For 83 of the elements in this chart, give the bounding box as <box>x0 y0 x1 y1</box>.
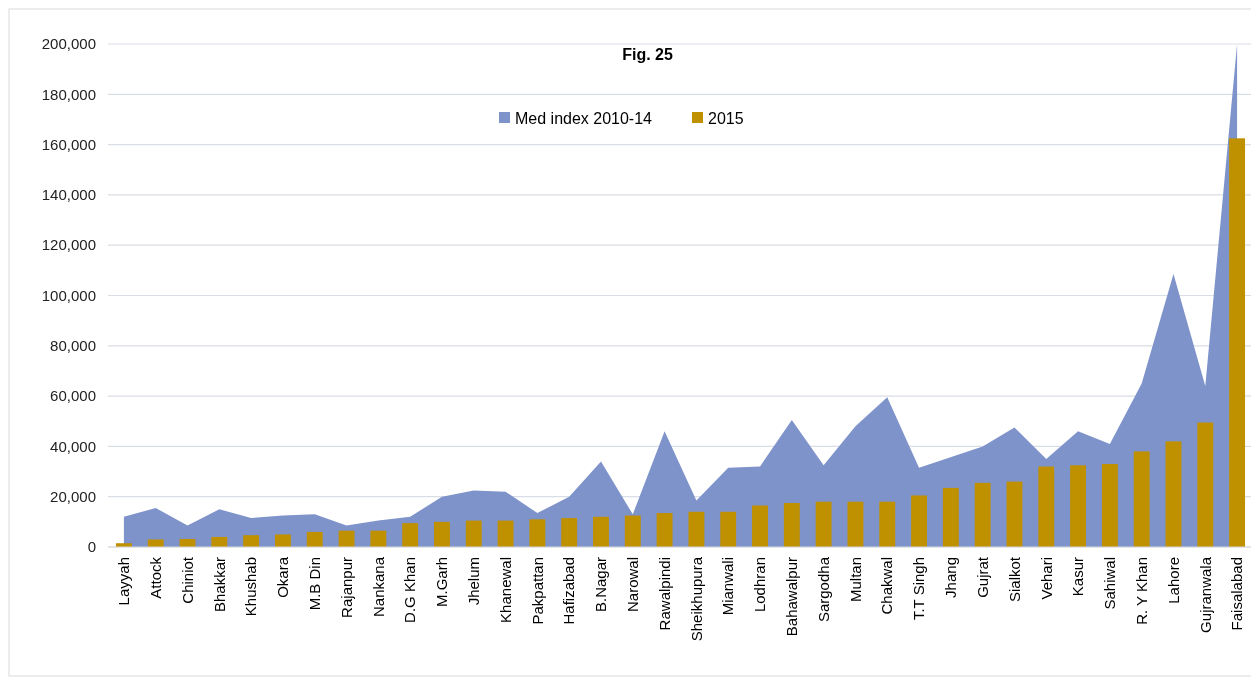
x-tick-label: Layyah <box>115 557 133 606</box>
bar <box>1165 441 1182 547</box>
legend-label: 2015 <box>708 109 744 127</box>
x-tick-label: R. Y Khan <box>1132 557 1150 625</box>
y-tick-label: 160,000 <box>41 135 96 153</box>
bar <box>434 521 450 547</box>
x-tick-label: Lahore <box>1164 557 1182 604</box>
bar <box>1101 464 1118 547</box>
bar <box>593 516 609 547</box>
bar <box>942 487 959 547</box>
x-tick-label: Lodhran <box>751 557 769 613</box>
y-tick-label: 20,000 <box>50 487 96 505</box>
x-tick-label: Sahiwal <box>1101 557 1119 610</box>
x-tick-label: Hafizabad <box>560 557 578 625</box>
y-tick-label: 180,000 <box>41 85 96 103</box>
bar <box>974 482 991 547</box>
bar <box>306 531 323 547</box>
x-tick-label: Chiniot <box>178 556 196 604</box>
x-tick-label: Gujranwala <box>1196 556 1214 633</box>
x-tick-label: Pakpattan <box>528 557 546 625</box>
legend-label: Med index 2010-14 <box>515 109 653 127</box>
bar <box>879 501 896 547</box>
bar <box>688 511 705 547</box>
x-tick-label: Sargodha <box>814 556 832 623</box>
bar <box>783 502 800 547</box>
x-tick-label: Chakwal <box>878 557 896 615</box>
bar <box>911 495 927 547</box>
x-tick-label: Sialkot <box>1005 556 1023 603</box>
y-tick-label: 0 <box>87 538 96 556</box>
x-tick-label: Bahawalpur <box>783 557 801 637</box>
bar <box>1006 481 1023 547</box>
y-tick-label: 140,000 <box>41 186 96 204</box>
bar <box>624 515 641 547</box>
x-tick-label: M.B Din <box>305 557 323 611</box>
x-tick-label: D.G Khan <box>401 557 419 623</box>
bar <box>274 534 291 547</box>
bar <box>497 520 514 547</box>
x-tick-label: Nankana <box>369 556 387 618</box>
bar <box>847 501 864 547</box>
x-tick-label: Sheikhupura <box>687 556 705 642</box>
bar <box>720 511 737 547</box>
x-tick-label: Khanewal <box>496 557 514 623</box>
bar <box>529 519 546 547</box>
x-tick-label: Gujrat <box>973 556 991 598</box>
bar <box>370 530 387 547</box>
y-tick-label: 40,000 <box>50 437 96 455</box>
x-tick-label: Vehari <box>1037 557 1055 600</box>
x-tick-label: Rajanpur <box>337 557 355 618</box>
y-tick-label: 200,000 <box>41 35 96 53</box>
x-tick-label: Jhelum <box>465 557 483 606</box>
bar <box>752 505 768 547</box>
bar <box>1038 466 1055 547</box>
bar <box>402 523 419 547</box>
bar <box>1070 465 1087 547</box>
bar <box>815 501 832 547</box>
chart-title: Fig. 25 <box>622 46 673 63</box>
x-tick-label: B.Nagar <box>592 557 610 613</box>
x-tick-label: Attock <box>146 556 164 599</box>
bar <box>243 535 260 547</box>
bar <box>1229 138 1246 547</box>
y-tick-label: 80,000 <box>50 337 96 355</box>
x-tick-label: Rawalpindi <box>655 557 673 631</box>
x-tick-label: Mianwali <box>719 557 737 616</box>
x-tick-label: Faisalabad <box>1228 557 1246 631</box>
y-tick-label: 60,000 <box>50 387 96 405</box>
x-tick-label: Narowal <box>624 557 642 613</box>
x-tick-label: Okara <box>274 556 292 598</box>
bar <box>561 518 578 547</box>
x-tick-label: T.T Singh <box>910 557 928 621</box>
x-tick-label: Multan <box>846 557 864 603</box>
x-tick-label: M.Garh <box>433 557 451 608</box>
bar <box>465 520 482 547</box>
x-tick-label: Kasur <box>1069 557 1087 597</box>
y-tick-label: 100,000 <box>41 286 96 304</box>
bar <box>1133 451 1150 547</box>
x-tick-label: Khushab <box>242 557 260 617</box>
y-tick-label: 120,000 <box>41 236 96 254</box>
bar <box>656 513 673 547</box>
bar <box>1197 422 1214 547</box>
x-tick-label: Jhang <box>942 557 960 598</box>
x-tick-label: Bhakkar <box>210 557 228 613</box>
bar <box>211 536 228 547</box>
bar <box>147 539 164 547</box>
